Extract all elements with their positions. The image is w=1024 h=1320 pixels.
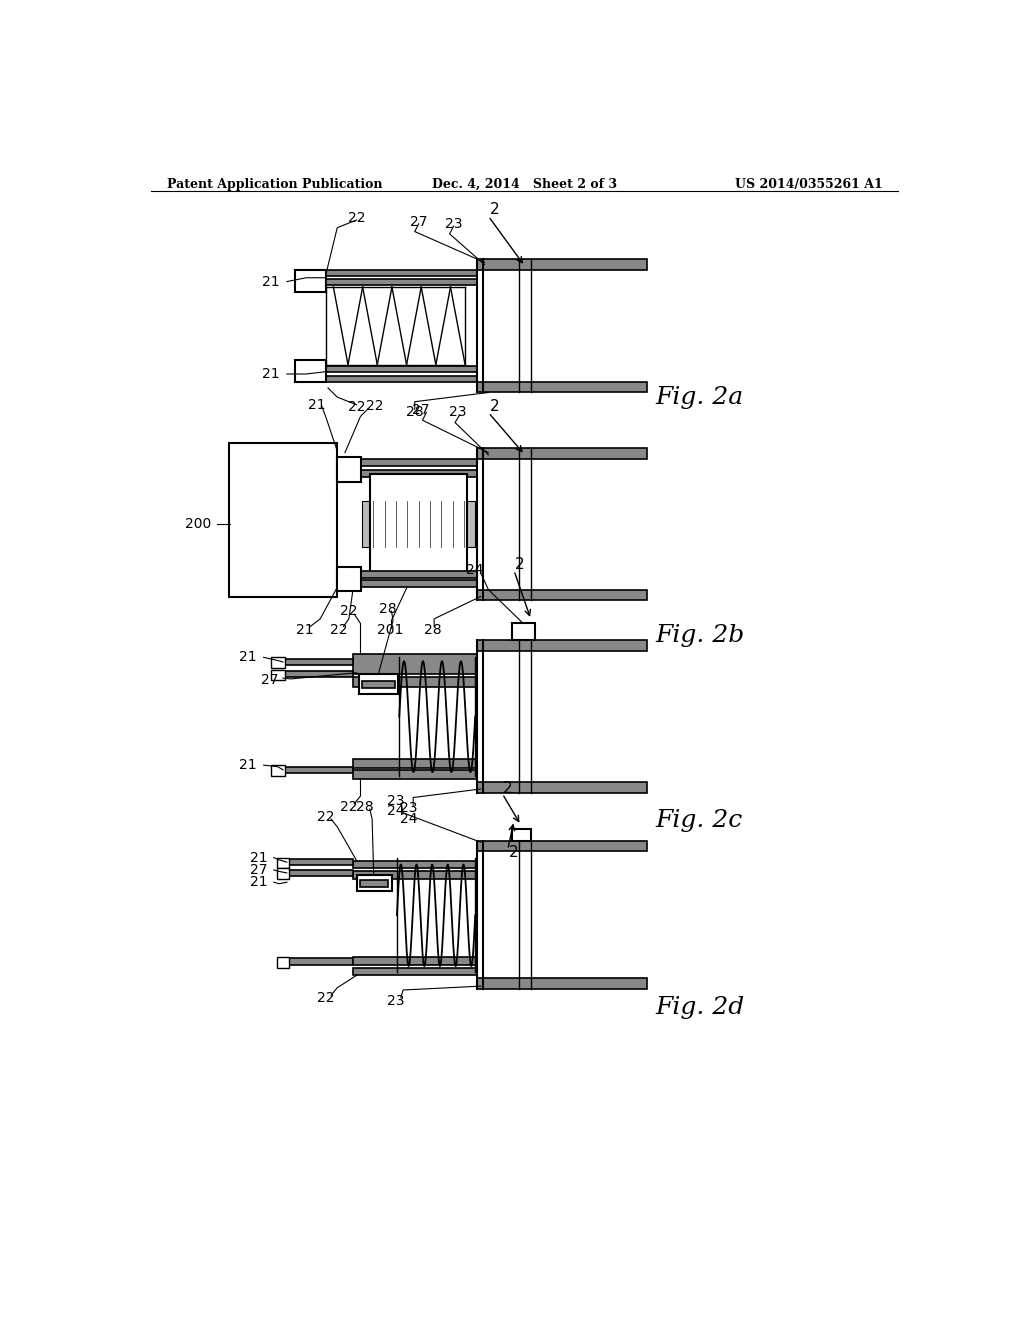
Text: 21: 21 (239, 651, 257, 664)
Bar (352, 957, 477, 965)
Text: Fig. 2a: Fig. 2a (655, 385, 743, 409)
Bar (271, 669, 286, 681)
Text: 21: 21 (239, 758, 257, 772)
Bar (352, 770, 477, 779)
Text: 21: 21 (250, 850, 267, 865)
Text: 2: 2 (489, 202, 500, 218)
Bar (271, 657, 286, 668)
Text: 21: 21 (262, 367, 280, 381)
Text: Dec. 4, 2014   Sheet 2 of 3: Dec. 4, 2014 Sheet 2 of 3 (432, 178, 617, 190)
Bar (276, 957, 289, 968)
Bar (477, 841, 647, 851)
Text: 2: 2 (509, 845, 519, 861)
Bar (356, 875, 391, 891)
Text: 2: 2 (515, 557, 524, 573)
Text: Fig. 2c: Fig. 2c (655, 809, 742, 832)
Bar (337, 572, 477, 578)
Text: 22: 22 (316, 809, 335, 824)
Text: 22: 22 (316, 991, 335, 1006)
Text: 2: 2 (503, 780, 513, 796)
Bar (477, 381, 647, 392)
Bar (337, 457, 360, 482)
Bar (283, 672, 352, 677)
Bar (283, 767, 352, 774)
Bar (477, 259, 647, 271)
Bar (337, 581, 477, 587)
Bar (512, 829, 531, 841)
Text: 22: 22 (340, 605, 357, 618)
Text: 22: 22 (340, 800, 357, 813)
Text: 28: 28 (355, 800, 373, 813)
Bar (326, 271, 477, 276)
Text: 28: 28 (406, 405, 424, 418)
Bar (271, 766, 286, 776)
Bar (477, 781, 647, 793)
Bar (370, 474, 467, 574)
Text: 21: 21 (250, 875, 267, 890)
Bar (362, 502, 475, 548)
Bar (337, 566, 360, 591)
Text: 23: 23 (387, 994, 404, 1007)
Bar (352, 653, 477, 675)
Bar (477, 978, 647, 989)
Text: 27: 27 (410, 215, 427, 228)
Bar (352, 968, 477, 975)
Bar (326, 280, 477, 285)
Text: 22: 22 (366, 400, 383, 413)
Bar (295, 360, 326, 381)
Bar (287, 870, 352, 876)
Bar (477, 590, 647, 601)
Text: Fig. 2d: Fig. 2d (655, 997, 744, 1019)
Bar (337, 459, 477, 466)
Text: 23: 23 (387, 795, 404, 808)
Bar (352, 871, 477, 879)
Text: 2: 2 (489, 399, 500, 414)
Text: 22: 22 (348, 211, 366, 224)
Bar (352, 861, 477, 869)
Text: 21: 21 (307, 397, 326, 412)
Bar (477, 640, 647, 651)
Bar (295, 271, 326, 292)
Text: 21: 21 (262, 275, 280, 289)
Bar (326, 367, 477, 372)
Bar (352, 759, 477, 768)
Bar (287, 958, 352, 965)
Bar (276, 869, 289, 879)
Text: 22: 22 (348, 400, 366, 414)
Bar (287, 859, 352, 866)
Text: 27: 27 (413, 403, 430, 417)
Text: 201: 201 (377, 623, 403, 638)
Text: 21: 21 (296, 623, 313, 636)
Text: 27: 27 (250, 863, 267, 876)
Text: 27: 27 (261, 673, 279, 688)
Text: 28: 28 (379, 602, 396, 616)
Bar (359, 880, 388, 887)
Bar (228, 444, 337, 598)
Bar (352, 677, 477, 686)
Bar (359, 675, 397, 694)
Bar (477, 447, 647, 459)
Bar (326, 376, 477, 381)
Text: 23: 23 (399, 801, 418, 816)
Bar (337, 470, 477, 478)
Bar (276, 858, 289, 869)
Text: 24: 24 (387, 804, 404, 818)
Text: 28: 28 (424, 623, 441, 636)
Bar (283, 659, 352, 665)
Bar (512, 623, 535, 640)
Text: 23: 23 (449, 405, 466, 420)
Text: 22: 22 (330, 623, 347, 636)
Text: 24: 24 (467, 562, 484, 577)
Text: 200: 200 (185, 517, 212, 531)
Text: Fig. 2b: Fig. 2b (655, 624, 744, 647)
Text: 23: 23 (444, 216, 462, 231)
Bar (362, 681, 394, 688)
Text: Patent Application Publication: Patent Application Publication (167, 178, 382, 190)
Text: 24: 24 (399, 812, 418, 826)
Text: US 2014/0355261 A1: US 2014/0355261 A1 (735, 178, 883, 190)
